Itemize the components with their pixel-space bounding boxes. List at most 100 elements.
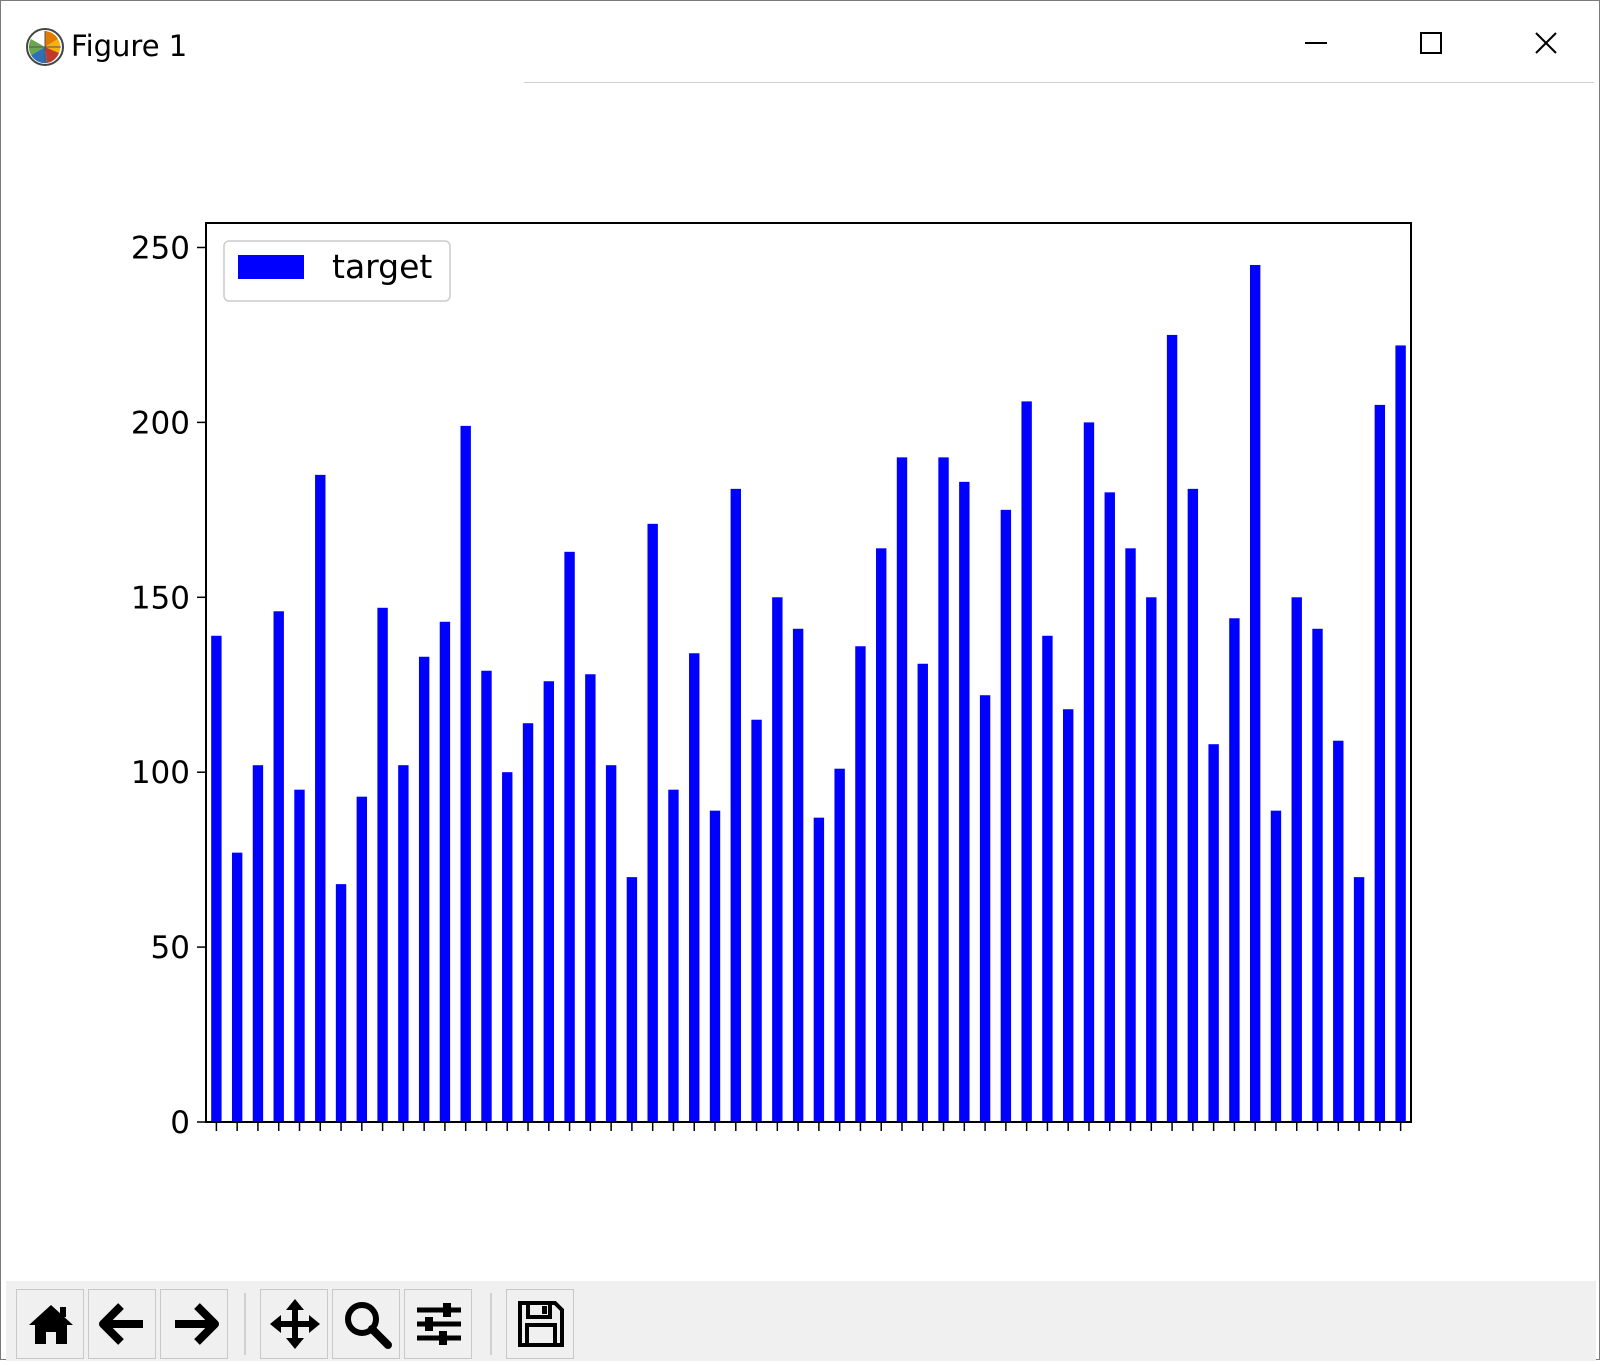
bar <box>730 488 741 1122</box>
y-tick-label: 150 <box>131 580 190 616</box>
configure-subplots-button[interactable] <box>404 1289 472 1359</box>
zoom-button[interactable] <box>332 1289 400 1359</box>
legend-label: target <box>332 247 432 286</box>
bar <box>1000 509 1012 1122</box>
back-button[interactable] <box>88 1289 156 1359</box>
figure-canvas[interactable]: 0 50 100 150 200 250 target <box>6 85 1596 1281</box>
bar <box>1353 877 1365 1122</box>
bar <box>356 796 368 1122</box>
y-ticks-group: 0 50 100 150 200 250 <box>131 230 206 1141</box>
toolbar-separator <box>244 1293 246 1355</box>
bar <box>522 723 534 1122</box>
bar <box>1146 597 1157 1122</box>
close-button[interactable] <box>1516 19 1576 67</box>
bar <box>502 772 513 1122</box>
bar <box>1125 548 1136 1122</box>
pan-button[interactable] <box>260 1289 328 1359</box>
close-icon <box>1535 32 1557 54</box>
bar <box>1249 264 1261 1122</box>
bar <box>1042 635 1053 1122</box>
move-icon <box>270 1299 320 1349</box>
home-button[interactable] <box>16 1289 84 1359</box>
bar <box>398 765 409 1122</box>
navigation-toolbar <box>6 1281 1596 1361</box>
bar <box>1374 404 1386 1123</box>
bar <box>792 628 804 1122</box>
home-icon <box>29 1305 73 1344</box>
bar <box>979 695 991 1122</box>
title-divider <box>524 82 1594 83</box>
title-bar: Figure 1 <box>1 1 1599 85</box>
bar <box>751 719 762 1122</box>
bar <box>1063 709 1074 1122</box>
floppy-disk-icon <box>518 1301 564 1347</box>
bar <box>294 789 305 1122</box>
bar <box>689 653 700 1122</box>
bar <box>418 656 430 1122</box>
bar <box>1166 334 1178 1122</box>
bar <box>460 425 471 1122</box>
magnifier-icon <box>345 1302 392 1349</box>
bar <box>1208 744 1219 1122</box>
bar <box>585 674 596 1122</box>
bar <box>211 635 222 1122</box>
bar-chart: 0 50 100 150 200 250 target <box>6 85 1596 1281</box>
y-tick-label: 0 <box>170 1105 190 1141</box>
bar <box>1229 618 1240 1122</box>
bar <box>1021 401 1032 1123</box>
bar <box>647 523 658 1122</box>
bar <box>273 611 284 1122</box>
matplotlib-logo-icon <box>25 27 65 67</box>
y-tick-label: 50 <box>151 930 190 966</box>
bar <box>813 817 825 1122</box>
toolbar-separator <box>490 1293 492 1355</box>
y-tick-label: 200 <box>131 405 190 441</box>
bar <box>439 621 451 1122</box>
bar <box>896 457 908 1123</box>
axes-frame <box>205 222 1412 1123</box>
bar <box>335 884 347 1122</box>
bar <box>668 789 679 1122</box>
sliders-icon <box>417 1303 461 1345</box>
bar <box>855 646 866 1122</box>
bar <box>938 457 949 1123</box>
legend: target <box>223 240 451 302</box>
maximize-button[interactable] <box>1401 19 1461 67</box>
arrow-right-icon <box>175 1303 219 1345</box>
bar <box>1083 422 1095 1122</box>
legend-swatch <box>238 255 304 279</box>
bar <box>543 681 554 1122</box>
bar <box>876 548 887 1122</box>
bar <box>1395 345 1406 1123</box>
bar <box>959 481 970 1122</box>
bar <box>377 607 388 1122</box>
save-button[interactable] <box>506 1289 574 1359</box>
minimize-button[interactable] <box>1286 19 1346 67</box>
bar <box>1291 597 1302 1122</box>
minimize-icon <box>1305 42 1327 44</box>
bar <box>1312 628 1323 1122</box>
bar <box>1104 492 1115 1122</box>
maximize-icon <box>1420 32 1442 54</box>
forward-button[interactable] <box>160 1289 228 1359</box>
bar <box>315 474 326 1122</box>
bar <box>917 663 928 1122</box>
bars-group <box>211 264 1406 1123</box>
bar <box>1270 810 1282 1122</box>
y-tick-label: 250 <box>131 230 190 266</box>
bar <box>834 768 845 1122</box>
bar <box>564 551 575 1122</box>
bar <box>252 765 264 1122</box>
bar <box>709 810 721 1122</box>
bar <box>772 597 783 1122</box>
arrow-left-icon <box>99 1303 143 1345</box>
bar <box>231 852 243 1122</box>
bar <box>1187 488 1199 1122</box>
bar <box>605 765 617 1122</box>
bar <box>626 877 638 1122</box>
window-title: Figure 1 <box>71 29 188 63</box>
bar <box>481 670 492 1122</box>
y-tick-label: 100 <box>131 755 190 791</box>
bar <box>1333 740 1344 1122</box>
